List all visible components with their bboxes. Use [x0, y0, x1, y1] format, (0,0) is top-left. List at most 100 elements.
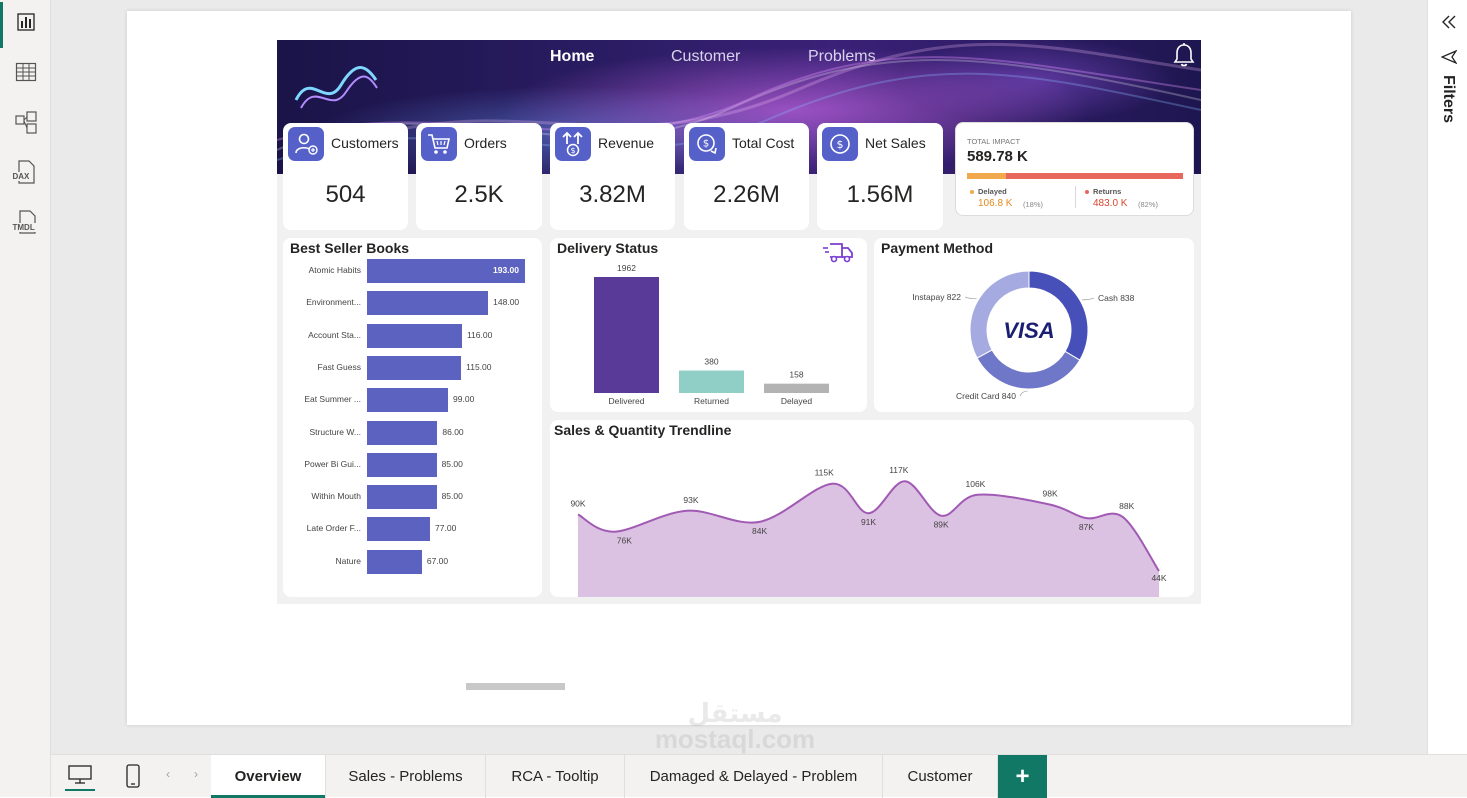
report-visual-area: Home Customer Problems Customers 504 Ord… — [277, 40, 1201, 604]
delayed-value: 106.8 K — [978, 198, 1013, 209]
tab-damaged-delayed-problem[interactable]: Damaged & Delayed - Problem — [625, 755, 883, 798]
best-seller-row[interactable]: Atomic Habits 193.00 — [283, 258, 541, 284]
delivery-bar-chart: 1962 Delivered 380 Returned 158 Delayed — [594, 263, 829, 406]
tab-label: Overview — [234, 768, 302, 785]
best-seller-label: Account Sta... — [308, 329, 361, 340]
best-seller-row[interactable]: Within Mouth 85.00 — [283, 484, 541, 510]
kpi-card-orders[interactable]: Orders 2.5K — [416, 123, 542, 230]
payment-donut-chart: Cash 838 Credit Card 840 Instapay 822 VISA — [912, 270, 1135, 401]
best-seller-row[interactable]: Fast Guess 115.00 — [283, 355, 541, 381]
bell-icon[interactable] — [1172, 42, 1196, 68]
kpi-value: 1.56M — [846, 181, 914, 208]
payment-leader-line — [1019, 390, 1028, 397]
best-seller-bar[interactable] — [367, 355, 462, 380]
best-seller-value: 193.00 — [493, 265, 519, 275]
best-seller-bar[interactable] — [367, 323, 462, 348]
payment-leader-line — [964, 296, 977, 300]
trend-data-label: 98K — [1043, 489, 1058, 499]
payment-slice-label: Cash 838 — [1098, 293, 1135, 303]
kpi-card-customers[interactable]: Customers 504 — [283, 123, 408, 230]
kpi-card-revenue[interactable]: $ Revenue 3.82M — [550, 123, 675, 230]
model-view-icon[interactable] — [0, 102, 51, 142]
trend-data-label: 106K — [966, 479, 986, 489]
kpi-card-total-cost[interactable]: $ Total Cost 2.26M — [684, 123, 809, 230]
nav-home[interactable]: Home — [550, 48, 595, 65]
delivery-value: 380 — [704, 357, 718, 367]
delivery-title: Delivery Status — [557, 240, 659, 256]
best-seller-title: Best Seller Books — [290, 240, 410, 256]
filters-label[interactable]: Filters — [1440, 75, 1457, 124]
filters-pane: Filters — [1427, 0, 1467, 754]
tab-sales-problems[interactable]: Sales - Problems — [326, 755, 486, 798]
dax-query-icon[interactable]: DAX — [0, 152, 51, 192]
table-view-icon[interactable] — [0, 52, 51, 92]
tab-label: RCA - Tooltip — [511, 768, 599, 785]
best-seller-bar[interactable] — [367, 485, 437, 510]
report-view-icon[interactable] — [0, 2, 51, 48]
trend-data-label: 87K — [1079, 522, 1094, 532]
tabs-scroll-left-icon[interactable]: ‹ — [166, 767, 170, 781]
nav-problems[interactable]: Problems — [808, 48, 876, 65]
delayed-dot — [970, 190, 974, 194]
trend-data-label: 93K — [683, 495, 698, 505]
payment-method-card[interactable]: Payment Method Cash 838 Credit Card 840 In… — [874, 238, 1194, 412]
brand-logo — [294, 66, 378, 109]
tab-customer[interactable]: Customer — [883, 755, 998, 798]
best-seller-row[interactable]: Account Sta... 116.00 — [283, 323, 541, 349]
payment-title: Payment Method — [881, 240, 994, 256]
plus-icon: + — [1015, 762, 1030, 790]
kpi-label: Total Cost — [732, 135, 795, 151]
collapse-double-chevron-icon[interactable] — [1440, 13, 1458, 31]
best-seller-bar[interactable] — [367, 291, 489, 316]
filter-funnel-icon[interactable] — [1441, 49, 1457, 65]
best-seller-row[interactable]: Structure W... 86.00 — [283, 420, 541, 446]
total-impact-card[interactable]: TOTAL IMPACT 589.78 K Delayed 106.8 K (1… — [955, 122, 1194, 216]
best-seller-row[interactable]: Nature 67.00 — [283, 549, 541, 575]
best-seller-row[interactable]: Environment... 148.00 — [283, 290, 541, 316]
impact-label: TOTAL IMPACT — [967, 137, 1021, 146]
tabs-scroll-right-icon[interactable]: › — [194, 767, 198, 781]
sales-trendline-card[interactable]: Sales & Quantity Trendline 90K 76K 93K 84K 1… — [550, 420, 1194, 597]
best-seller-label: Atomic Habits — [308, 265, 361, 275]
tab-rca-tooltip[interactable]: RCA - Tooltip — [486, 755, 625, 798]
kpi-value: 3.82M — [579, 181, 646, 208]
returns-value: 483.0 K — [1093, 198, 1128, 209]
trend-area-chart: 90K 76K 93K 84K 115K 91K 117K 89K 106K 98K 87K 88K 4… — [570, 465, 1167, 597]
delayed-label: Delayed — [978, 187, 1007, 196]
watermark: مستقل mostaql.com — [645, 700, 825, 754]
visa-logo: VISA — [1003, 318, 1054, 343]
tab-label: Sales - Problems — [348, 768, 463, 785]
trend-title: Sales & Quantity Trendline — [554, 422, 732, 438]
best-seller-bar[interactable] — [367, 259, 525, 283]
best-seller-label: Structure W... — [309, 426, 362, 437]
best-seller-bar-chart: Atomic Habits 193.00 Environment... 148.00 A… — [283, 258, 542, 588]
best-seller-bar[interactable] — [367, 420, 438, 445]
trend-data-label: 44K — [1151, 573, 1166, 583]
cart-icon — [421, 127, 457, 161]
best-seller-bar[interactable] — [367, 388, 449, 413]
tab-overview[interactable]: Overview — [211, 755, 326, 798]
best-seller-row[interactable]: Power Bi Gui... 85.00 — [283, 452, 541, 478]
kpi-card-net-sales[interactable]: $ Net Sales 1.56M — [817, 123, 943, 230]
kpi-label: Customers — [331, 135, 399, 151]
payment-slice — [976, 349, 1081, 390]
best-seller-label: Late Order F... — [306, 523, 361, 534]
best-seller-bar[interactable] — [367, 549, 422, 574]
add-page-button[interactable]: + — [998, 755, 1047, 798]
canvas-scrollbar[interactable] — [466, 683, 565, 690]
delivery-status-card[interactable]: Delivery Status 1962 Delivered 380 Returned… — [550, 238, 867, 412]
delivery-category: Delayed — [781, 396, 812, 406]
desktop-layout-icon[interactable] — [65, 761, 95, 791]
tmdl-view-icon[interactable]: TMDL — [0, 202, 51, 242]
best-seller-bar[interactable] — [367, 452, 437, 477]
payment-slice — [1028, 270, 1089, 361]
best-seller-books-card[interactable]: Best Seller Books Atomic Habits 193.00 Env… — [283, 238, 542, 597]
returns-dot — [1085, 190, 1089, 194]
best-seller-bar[interactable] — [367, 517, 431, 542]
best-seller-row[interactable]: Eat Summer ... 99.00 — [283, 387, 541, 413]
best-seller-row[interactable]: Late Order F... 77.00 — [283, 516, 541, 542]
trend-data-label: 84K — [752, 526, 767, 536]
best-seller-value: 85.00 — [441, 458, 463, 469]
mobile-layout-icon[interactable] — [123, 761, 143, 791]
nav-customer[interactable]: Customer — [671, 48, 741, 65]
